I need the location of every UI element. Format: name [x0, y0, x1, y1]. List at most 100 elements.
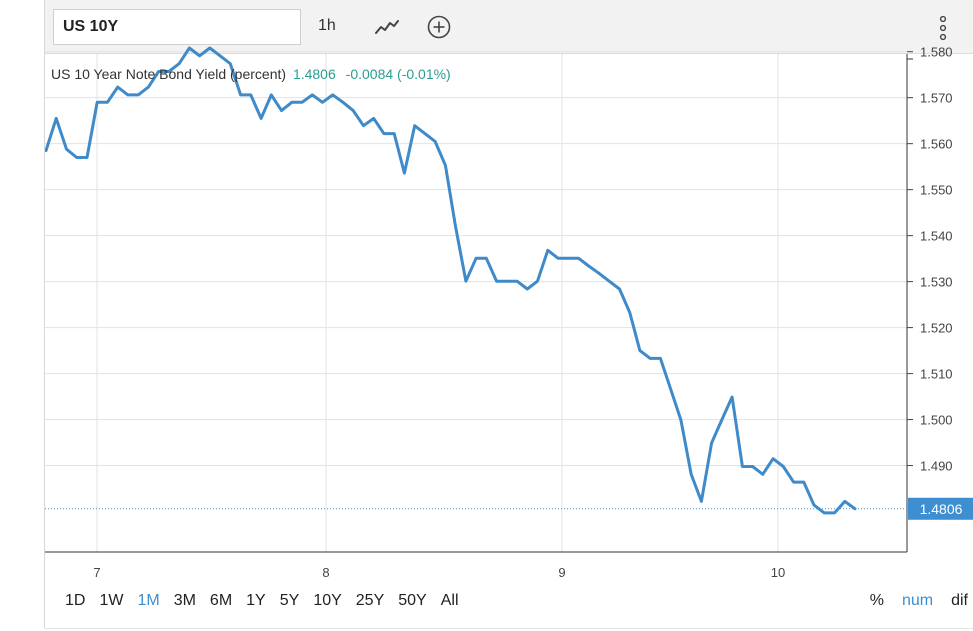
data-point [75, 156, 78, 159]
data-point [475, 257, 477, 260]
data-point [260, 117, 262, 120]
data-point [700, 500, 703, 503]
yield-line-chart[interactable]: 1.580 1.570 1.560 1.550 1.540 1.530 1.520 1.510… [45, 0, 973, 590]
data-point [106, 101, 109, 104]
chart-toolbar: US 10Y 1h [45, 0, 973, 54]
chart-axes [45, 54, 913, 553]
data-point [270, 94, 273, 96]
mode-button-percent[interactable]: % [869, 592, 884, 609]
data-point [772, 457, 774, 460]
y-tick-label: 1.520 [920, 321, 953, 336]
data-point [485, 257, 488, 260]
data-point [454, 226, 457, 228]
data-point [188, 47, 191, 49]
data-point [649, 357, 651, 360]
data-point [608, 280, 610, 283]
data-point [813, 504, 815, 506]
display-mode-selector: % num dif [852, 592, 968, 610]
data-point [833, 512, 836, 514]
data-point [137, 94, 139, 96]
x-tick-label: 8 [322, 565, 329, 580]
data-point [762, 473, 764, 476]
data-point [844, 500, 846, 503]
data-point [321, 101, 324, 104]
data-point [209, 47, 211, 49]
data-point [342, 101, 344, 104]
line-chart-icon[interactable] [374, 14, 400, 40]
last-value-marker: 1.4806 [45, 497, 973, 520]
last-value-tag [908, 497, 973, 520]
chart-grid [45, 51, 907, 552]
range-button-1w[interactable]: 1W [99, 592, 124, 609]
data-point [424, 132, 426, 135]
data-point [628, 311, 631, 314]
y-tick-label: 1.550 [920, 183, 953, 198]
data-point [147, 86, 150, 88]
range-button-all[interactable]: All [440, 592, 459, 609]
data-point [362, 124, 365, 127]
x-tick-label: 10 [771, 565, 785, 580]
data-point [55, 117, 57, 120]
symbol-input[interactable]: US 10Y [53, 9, 301, 45]
data-point [280, 109, 283, 112]
data-point [587, 265, 590, 267]
y-tick-label: 1.540 [920, 229, 953, 244]
data-point [567, 257, 570, 260]
data-point [731, 396, 733, 398]
range-button-50y[interactable]: 50Y [398, 592, 427, 609]
data-point [372, 117, 375, 120]
data-point [710, 442, 713, 444]
data-point [331, 94, 334, 96]
data-point [741, 465, 744, 468]
add-circle-icon[interactable] [426, 14, 452, 40]
data-point [659, 357, 662, 360]
data-point [301, 101, 303, 104]
y-tick-label: 1.560 [920, 137, 953, 152]
data-point [516, 280, 518, 283]
last-value-label: 1.4806 [920, 501, 963, 517]
mode-button-num[interactable]: num [901, 592, 934, 609]
data-point [577, 257, 580, 260]
data-point [86, 156, 88, 159]
data-point [598, 272, 600, 275]
data-point [45, 149, 47, 152]
range-button-1m[interactable]: 1M [137, 592, 160, 609]
chart-widget: US 10Y 1h 1.580 1.570 1.560 1.550 1.540 1.530… [44, 0, 973, 629]
data-point [96, 101, 98, 104]
data-point [690, 473, 692, 476]
interval-selector[interactable]: 1h [318, 17, 336, 34]
range-button-3m[interactable]: 3M [173, 592, 196, 609]
mode-button-dif[interactable]: dif [951, 592, 968, 609]
y-tick-label: 1.530 [920, 275, 953, 290]
range-button-1d[interactable]: 1D [65, 592, 86, 609]
data-point [526, 288, 529, 290]
data-point [291, 101, 293, 104]
range-button-10y[interactable]: 10Y [313, 592, 342, 609]
range-selector: 1D 1W 1M 3M 6M 1Y 5Y 10Y 25Y 50Y All [65, 592, 473, 610]
range-button-1y[interactable]: 1Y [246, 592, 266, 609]
range-button-5y[interactable]: 5Y [279, 592, 300, 609]
data-point [536, 280, 539, 283]
data-point [803, 481, 805, 483]
range-button-25y[interactable]: 25Y [355, 592, 385, 609]
data-point [495, 280, 498, 283]
data-point [506, 280, 508, 283]
data-point [680, 419, 682, 421]
range-button-6m[interactable]: 6M [209, 592, 233, 609]
y-tick-label: 1.490 [920, 459, 953, 474]
y-tick-label: 1.510 [920, 367, 953, 382]
y-tick-label: 1.580 [920, 45, 953, 60]
y-axis-ticks: 1.580 1.570 1.560 1.550 1.540 1.530 1.520 1.510… [907, 45, 953, 474]
x-tick-label: 9 [558, 565, 565, 580]
data-point [229, 62, 232, 65]
data-point [434, 140, 436, 143]
y-tick-label: 1.570 [920, 91, 953, 106]
chart-legend: US 10 Year Note Bond Yield (percent) 1.4… [51, 66, 451, 82]
data-point [618, 288, 621, 290]
data-point [782, 465, 785, 468]
more-vertical-icon[interactable] [939, 15, 947, 41]
data-point [116, 86, 119, 88]
data-point [823, 512, 826, 514]
data-point [157, 70, 160, 73]
x-tick-label: 7 [93, 565, 100, 580]
